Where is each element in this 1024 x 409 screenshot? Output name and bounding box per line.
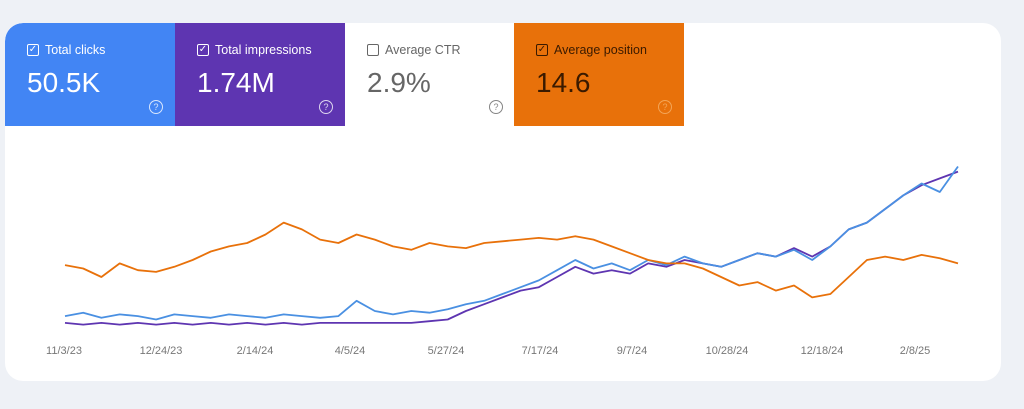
x-tick-label: 9/7/24 [617,345,648,357]
performance-card: ✓ Total clicks 50.5K ? ✓ Total impressions… [5,23,1001,381]
question-circle-icon[interactable]: ? [319,100,333,114]
x-tick-label: 12/24/23 [140,345,183,357]
question-circle-icon[interactable]: ? [489,100,503,114]
metric-tile-total-impressions[interactable]: ✓ Total impressions 1.74M ? [175,23,345,126]
series-line-total-clicks [64,165,959,321]
metric-tile-total-clicks[interactable]: ✓ Total clicks 50.5K ? [5,23,175,126]
metric-value: 1.74M [197,67,275,98]
metric-value: 2.9% [367,67,431,98]
x-tick-label: 7/17/24 [522,345,559,357]
metric-value: 50.5K [27,67,101,98]
checkbox-checked-icon[interactable]: ✓ [536,44,548,56]
x-tick-label: 12/18/24 [801,345,844,357]
checkbox-checked-icon[interactable]: ✓ [27,44,39,56]
x-tick-label: 5/27/24 [428,345,465,357]
checkbox-checked-icon[interactable]: ✓ [197,44,209,56]
x-tick-label: 2/14/24 [237,345,274,357]
series-line-average-position [64,221,959,299]
x-tick-label: 2/8/25 [900,345,931,357]
metric-label: Average CTR [385,43,461,57]
x-tick-label: 4/5/24 [335,345,366,357]
series-line-total-impressions [64,170,959,326]
x-tick-label: 11/3/23 [46,345,82,357]
question-circle-icon[interactable]: ? [149,100,163,114]
metric-label: Total clicks [45,43,106,57]
metric-tile-average-ctr[interactable]: Average CTR 2.9% ? [345,23,515,126]
metric-label: Average position [554,43,647,57]
x-tick-label: 10/28/24 [706,345,749,357]
metric-value: 14.6 [536,67,591,98]
question-circle-icon[interactable]: ? [658,100,672,114]
metric-label: Total impressions [215,43,312,57]
checkbox-unchecked-icon[interactable] [367,44,379,56]
metric-tile-average-position[interactable]: ✓ Average position 14.6 ? [514,23,684,126]
